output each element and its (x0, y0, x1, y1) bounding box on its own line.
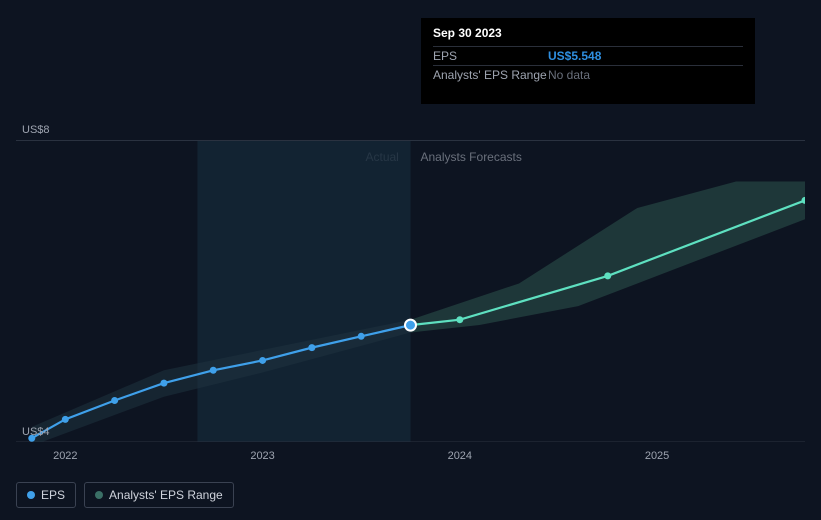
tooltip-value: No data (548, 68, 590, 82)
legend-label: Analysts' EPS Range (109, 488, 223, 502)
y-tick-label: US$8 (22, 124, 50, 136)
legend-item-eps[interactable]: EPS (16, 482, 76, 508)
legend-item-range[interactable]: Analysts' EPS Range (84, 482, 234, 508)
x-tick-label: 2022 (53, 450, 77, 462)
x-tick-label: 2023 (250, 450, 274, 462)
y-tick-label: US$4 (22, 426, 50, 438)
tooltip-label: EPS (433, 49, 548, 63)
tooltip-row-range: Analysts' EPS Range No data (433, 65, 743, 84)
tooltip-date: Sep 30 2023 (433, 26, 743, 40)
legend-label: EPS (41, 488, 65, 502)
chart-legend: EPS Analysts' EPS Range (16, 482, 234, 508)
x-tick-label: 2025 (645, 450, 669, 462)
chart-tooltip: Sep 30 2023 EPS US$5.548 Analysts' EPS R… (421, 18, 755, 104)
tooltip-label: Analysts' EPS Range (433, 68, 548, 82)
legend-marker-icon (27, 491, 35, 499)
chart-svg (16, 140, 805, 442)
eps-chart: Sep 30 2023 EPS US$5.548 Analysts' EPS R… (16, 0, 805, 520)
tooltip-row-eps: EPS US$5.548 (433, 46, 743, 65)
plot-area[interactable] (16, 140, 805, 442)
x-tick-label: 2024 (448, 450, 472, 462)
x-axis-labels: 2022 2023 2024 2025 (16, 450, 805, 470)
tooltip-value: US$5.548 (548, 49, 601, 63)
legend-marker-icon (95, 491, 103, 499)
